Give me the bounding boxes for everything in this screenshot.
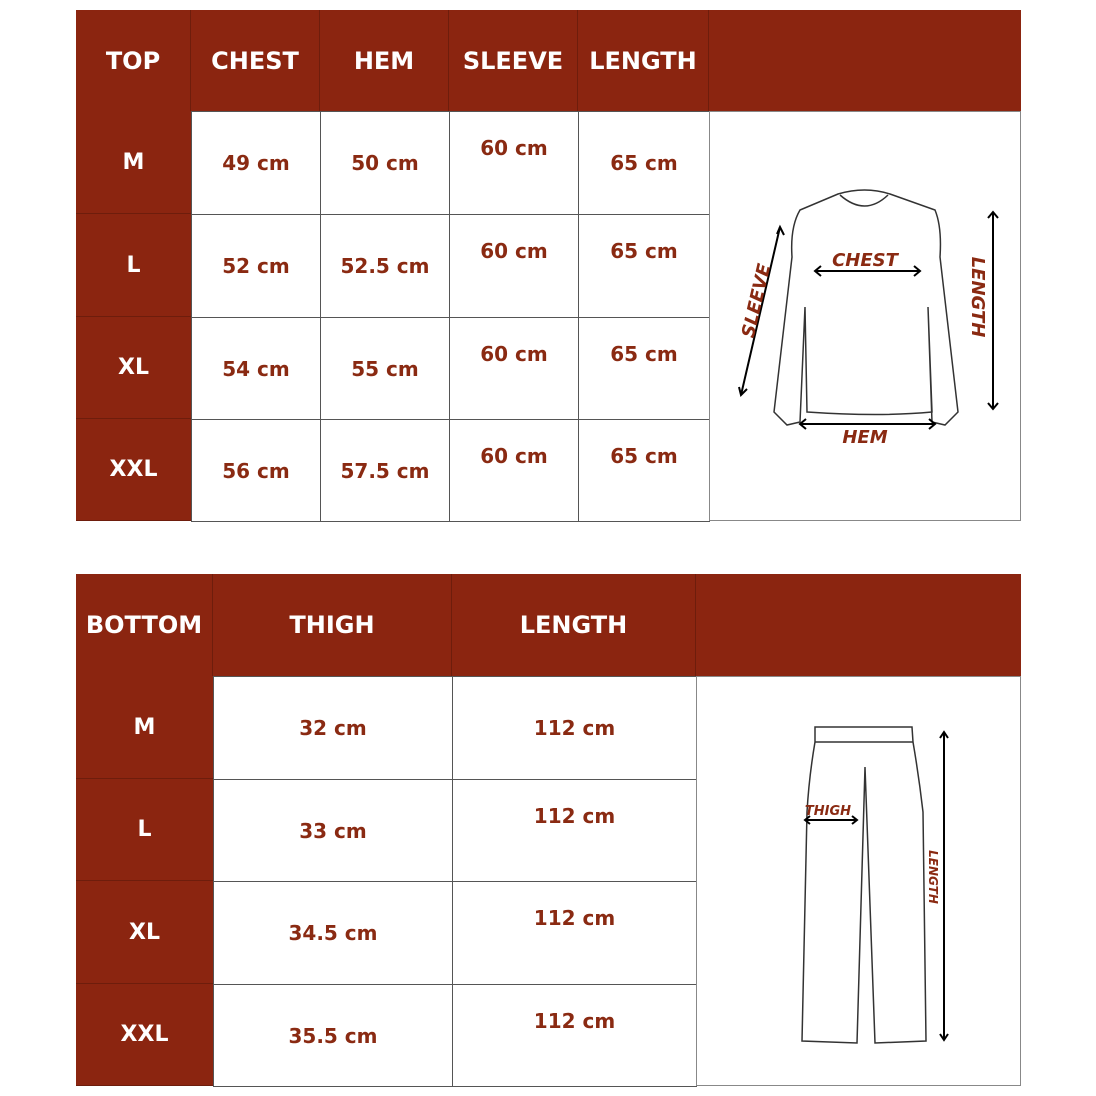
- bottom-thigh-cell: 34.5 cm: [213, 881, 453, 985]
- size-label: XXL: [76, 984, 213, 1086]
- size-label: XL: [76, 881, 213, 984]
- top-header-top: TOP: [76, 10, 191, 111]
- top-hem-cell: 52.5 cm: [320, 214, 450, 318]
- top-chest-cell: 49 cm: [191, 111, 321, 215]
- bottom-length-cell: 112 cm: [452, 984, 697, 1087]
- bottom-diagram: THIGH LENGTH: [696, 676, 1021, 1086]
- size-label: XL: [76, 317, 191, 419]
- top-header-length: LENGTH: [578, 10, 709, 111]
- top-chest-cell: 52 cm: [191, 214, 321, 318]
- hem-label: HEM: [842, 427, 887, 448]
- thigh-label: THIGH: [805, 804, 851, 819]
- bottom-thigh-cell: 33 cm: [213, 779, 453, 882]
- bottom-length-cell: 112 cm: [452, 779, 697, 882]
- top-header-chest: CHEST: [191, 10, 320, 111]
- top-header-sleeve: SLEEVE: [449, 10, 578, 111]
- top-chest-cell: 54 cm: [191, 317, 321, 420]
- top-length-cell: 65 cm: [578, 317, 710, 420]
- top-sleeve-cell: 60 cm: [449, 214, 579, 318]
- top-length-cell: 65 cm: [578, 214, 710, 318]
- bottom-header-bottom: BOTTOM: [76, 574, 213, 676]
- size-label: M: [76, 676, 213, 779]
- top-hem-cell: 50 cm: [320, 111, 450, 215]
- sleeve-label: SLEEVE: [738, 261, 776, 340]
- length-label: LENGTH: [967, 257, 988, 338]
- top-length-cell: 65 cm: [578, 111, 710, 215]
- top-diagram: CHEST HEM LENGTH SLEEVE: [709, 111, 1021, 521]
- bottom-thigh-cell: 35.5 cm: [213, 984, 453, 1087]
- top-sleeve-cell: 60 cm: [449, 111, 579, 215]
- size-label: XXL: [76, 419, 191, 521]
- pants-length-label: LENGTH: [926, 850, 940, 904]
- bottom-length-cell: 112 cm: [452, 881, 697, 985]
- bottom-header-length: LENGTH: [452, 574, 696, 676]
- pants-illustration: THIGH LENGTH: [801, 726, 949, 1044]
- size-label: L: [76, 214, 191, 317]
- chest-label: CHEST: [832, 250, 900, 271]
- top-sleeve-cell: 60 cm: [449, 419, 579, 522]
- bottom-length-cell: 112 cm: [452, 676, 697, 780]
- bottom-header-blank: [696, 574, 1021, 676]
- top-header-hem: HEM: [320, 10, 449, 111]
- top-hem-cell: 57.5 cm: [320, 419, 450, 522]
- bottom-header-thigh: THIGH: [213, 574, 452, 676]
- bottom-thigh-cell: 32 cm: [213, 676, 453, 780]
- top-hem-cell: 55 cm: [320, 317, 450, 420]
- top-sleeve-cell: 60 cm: [449, 317, 579, 420]
- sweatshirt-illustration: CHEST HEM LENGTH SLEEVE: [738, 189, 999, 448]
- top-chest-cell: 56 cm: [191, 419, 321, 522]
- top-length-cell: 65 cm: [578, 419, 710, 522]
- size-label: L: [76, 779, 213, 881]
- size-label: M: [76, 111, 191, 214]
